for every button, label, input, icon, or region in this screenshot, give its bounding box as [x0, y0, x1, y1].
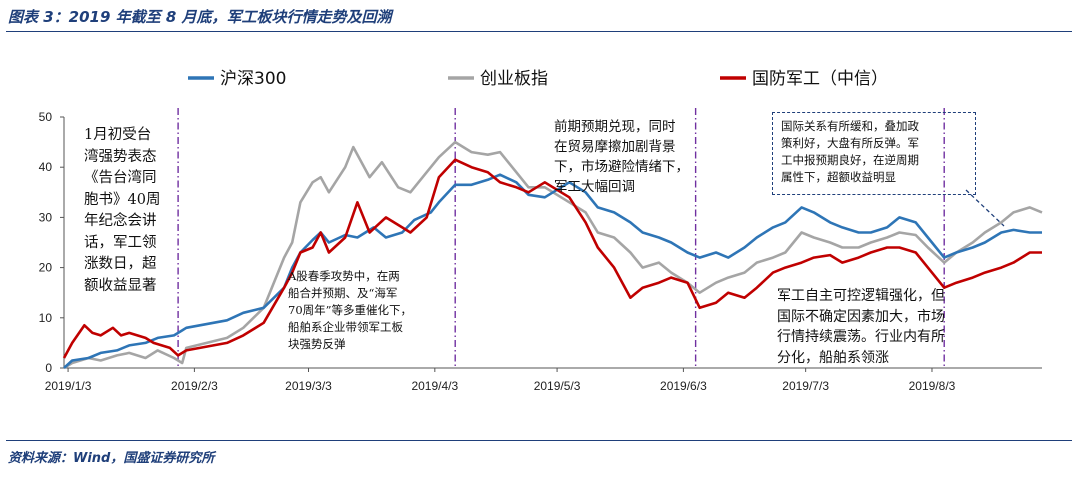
x-tick-label: 2019/5/3: [534, 379, 581, 393]
y-tick-label: 40: [39, 160, 53, 174]
title-rule: [6, 31, 1072, 32]
annotation-aug-box: 国际关系有所缓和，叠加政 策利好，大盘有所反弹。军 工中报预期良好，在逆周期 属…: [772, 112, 976, 195]
legend-label: 创业板指: [480, 69, 548, 89]
x-tick-label: 2019/1/3: [45, 379, 92, 393]
source-note: 资料来源：Wind，国盛证券研究所: [8, 451, 215, 466]
x-tick-label: 2019/4/3: [411, 379, 458, 393]
y-tick-label: 20: [39, 261, 53, 275]
series-line-1: [63, 140, 1043, 370]
legend-label: 国防军工（中信）: [752, 69, 888, 89]
y-tick-label: 50: [39, 110, 53, 124]
legend-label: 沪深300: [220, 69, 286, 89]
annotation-jun: 军工自主可控逻辑强化，但 国际不确定因素加大，市场 行情持续震荡。行业内有所 分…: [777, 288, 945, 366]
x-tick-label: 2019/6/3: [660, 379, 707, 393]
annotation-mar: A股春季攻势中，在两 船合并预期、及“海军 70周年”等多重催化下， 船舶系企业…: [288, 269, 413, 351]
source-rule: [6, 440, 1072, 441]
x-tick-label: 2019/7/3: [782, 379, 829, 393]
figure-title: 图表 3：2019 年截至 8 月底，军工板块行情走势及回溯: [8, 8, 392, 26]
series-line-0: [63, 173, 1042, 369]
y-tick-label: 30: [39, 210, 53, 224]
y-tick-label: 0: [45, 361, 52, 375]
x-tick-label: 2019/8/3: [909, 379, 956, 393]
annotation-jan: 1月初受台 湾强势表态 《告台湾同 胞书》40周 年纪念会讲 话，军工领 涨数日…: [84, 127, 161, 294]
annotation-apr: 前期预期兑现，同时 在贸易摩擦加剧背景 下，市场避险情绪下， 军工大幅回调: [554, 119, 689, 195]
series-line-2: [62, 158, 1042, 359]
x-tick-label: 2019/2/3: [171, 379, 218, 393]
callout-connector: [965, 189, 1005, 227]
y-tick-label: 10: [39, 311, 53, 325]
x-tick-label: 2019/3/3: [285, 379, 332, 393]
